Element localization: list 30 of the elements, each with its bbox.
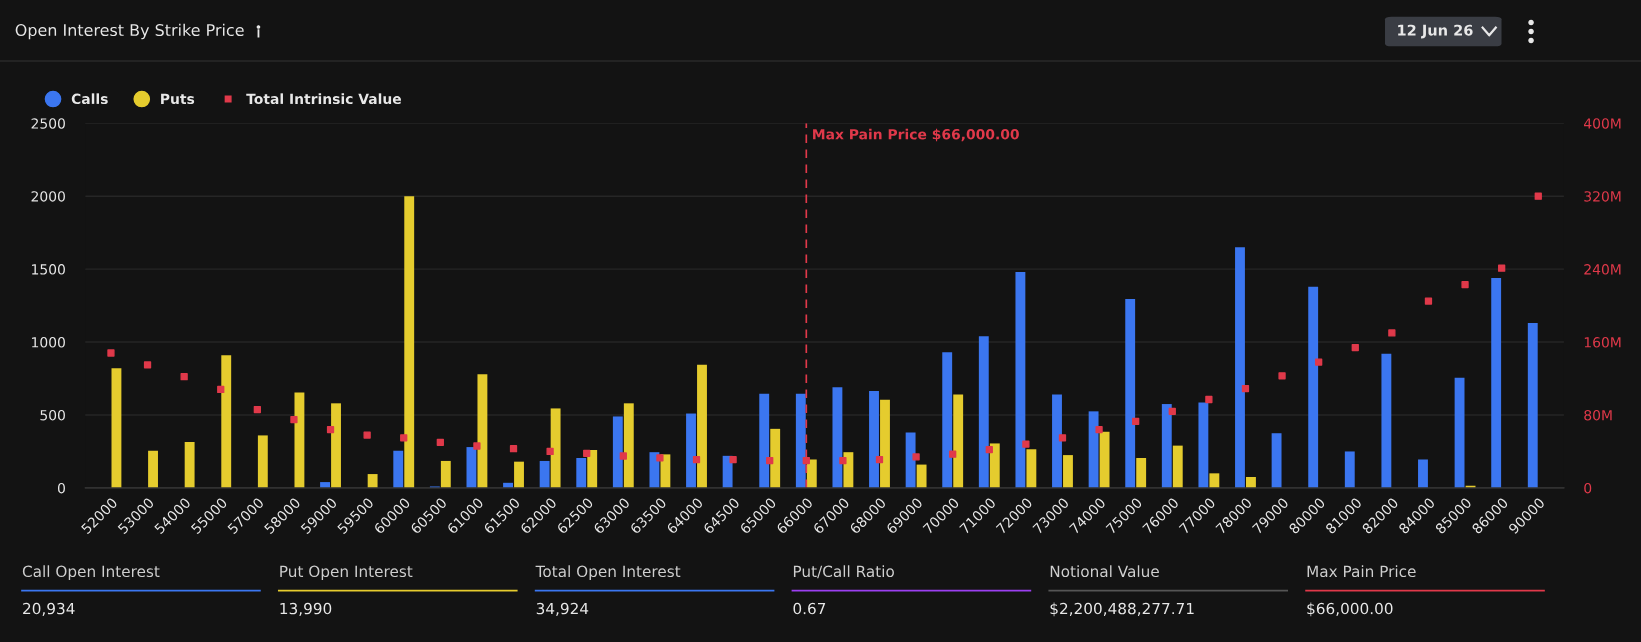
legend-label: Puts — [161, 93, 195, 105]
y-tick-label: 2000 — [31, 191, 65, 202]
text: Notional Value — [1050, 565, 1159, 578]
y2-tick-label: 320M — [1584, 191, 1621, 202]
y-tick-label: 2500 — [31, 118, 65, 129]
text: $66,000.00 — [1307, 602, 1393, 617]
text: 12 Jun 26 — [1398, 24, 1473, 39]
y-tick-label: 1500 — [32, 264, 65, 275]
y2-tick-label: 160M — [1584, 337, 1621, 348]
y-tick-label: 1000 — [32, 337, 65, 348]
y2-tick-label: 0 — [1584, 482, 1592, 494]
text: 34,924 — [536, 602, 589, 616]
text: Put Open Interest — [280, 565, 413, 581]
ref-line-label: Max Pain Price $66,000.00 — [813, 128, 1019, 142]
text: 13,990 — [280, 602, 332, 616]
y2-tick-label: 80M — [1584, 409, 1612, 421]
legend-label: Total Intrinsic Value — [246, 93, 402, 105]
text: Max Pain Price — [1307, 565, 1416, 578]
y2-tick-label: 240M — [1584, 264, 1621, 275]
text: 0.67 — [793, 602, 826, 615]
text: Put/Call Ratio — [793, 565, 894, 579]
y2-tick-label: 400M — [1584, 118, 1621, 129]
legend-label: Calls — [71, 93, 108, 105]
text: $2,200,488,277.71 — [1050, 602, 1194, 617]
text: Total Open Interest — [535, 565, 681, 581]
chart-title: Open Interest By Strike Price — [15, 23, 244, 40]
y-tick-label: 500 — [40, 409, 65, 421]
text: Call Open Interest — [22, 565, 160, 581]
text: 20,934 — [23, 602, 75, 616]
y-tick-label: 0 — [57, 482, 65, 494]
